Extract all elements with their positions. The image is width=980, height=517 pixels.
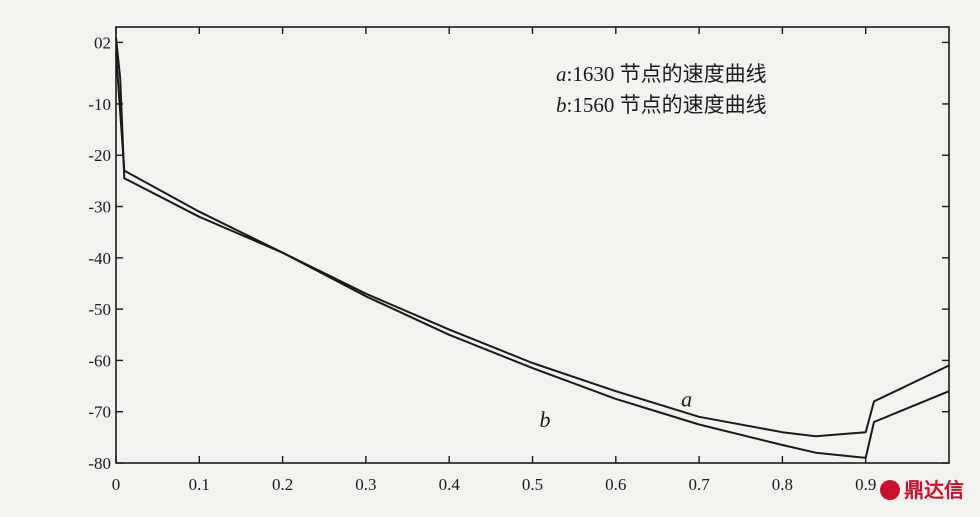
curve-label-a: a	[681, 387, 692, 412]
x-tick-label: 0.7	[688, 475, 710, 494]
legend: a:1630 节点的速度曲线 b:1560 节点的速度曲线	[556, 62, 767, 117]
series-line-b	[115, 37, 950, 459]
watermark-text: 鼎达信	[904, 478, 964, 502]
x-tick-label: 0.6	[605, 475, 626, 494]
y-tick-label: -80	[88, 454, 111, 473]
x-tick-label: 0.2	[272, 475, 293, 494]
legend-entry-b: b:1560 节点的速度曲线	[556, 93, 767, 117]
plot-frame	[115, 26, 950, 464]
watermark-logo: 鼎达信	[880, 478, 964, 502]
x-tick-label: 0.1	[189, 475, 210, 494]
y-tick-label: -60	[88, 351, 111, 370]
y-tick-label: -10	[88, 95, 111, 114]
y-tick-label: -70	[88, 403, 111, 422]
curve-labels: ab	[539, 387, 692, 433]
x-tick-label: 0.3	[355, 475, 376, 494]
legend-entry-a: a:1630 节点的速度曲线	[556, 62, 767, 86]
series-group	[115, 37, 950, 459]
x-tick-label: 0.9	[855, 475, 876, 494]
x-tick-label: 0	[112, 475, 121, 494]
y-tick-label: -20	[88, 146, 111, 165]
curve-label-b: b	[539, 407, 550, 432]
watermark-icon	[880, 480, 900, 500]
x-axis: 0 0.1 0.2 0.3 0.4 0.5 0.6 0.7 0.8 0.9	[112, 27, 876, 494]
y-tick-label: -30	[88, 198, 111, 217]
x-tick-label: 0.4	[439, 475, 461, 494]
y-tick-label: -50	[88, 300, 111, 319]
x-tick-label: 0.8	[772, 475, 793, 494]
y-tick-label: 02	[94, 33, 111, 52]
y-tick-label: -40	[88, 249, 111, 268]
series-line-a	[115, 52, 950, 438]
x-tick-label: 0.5	[522, 475, 543, 494]
y-axis: 02 -10 -20 -30 -40 -50 -60 -70 -80	[88, 33, 949, 473]
